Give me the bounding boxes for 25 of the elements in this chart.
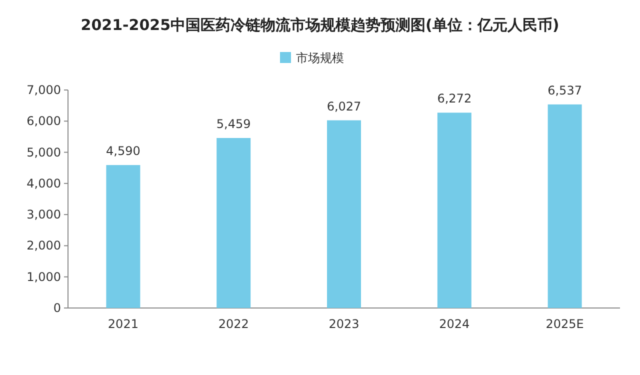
- data-label: 6,537: [548, 83, 582, 98]
- x-tick-label: 2021: [108, 317, 138, 331]
- y-tick-label: 2,000: [26, 238, 61, 253]
- legend-label: 市场规模: [296, 51, 344, 65]
- y-tick-label: 6,000: [26, 114, 61, 128]
- data-label: 6,027: [326, 99, 362, 114]
- bar: [327, 120, 361, 308]
- x-tick-label: 2023: [328, 317, 360, 331]
- chart-title: 2021-2025中国医药冷链物流市场规模趋势预测图(单位：亿元人民币): [80, 16, 560, 34]
- y-tick-label: 1,000: [26, 270, 61, 284]
- y-tick-label: 0: [53, 301, 61, 315]
- data-label: 5,459: [216, 116, 251, 131]
- bar: [548, 104, 582, 308]
- bar: [437, 112, 472, 308]
- y-tick-label: 4,000: [26, 176, 61, 190]
- data-label: 4,590: [106, 144, 140, 158]
- data-label: 6,272: [437, 92, 472, 106]
- x-tick-label: 2025E: [546, 317, 584, 331]
- bar: [106, 165, 140, 308]
- x-tick-label: 2022: [218, 317, 249, 331]
- y-tick-label: 5,000: [26, 145, 61, 160]
- y-tick-label: 3,000: [26, 208, 61, 222]
- bar: [216, 138, 251, 308]
- y-tick-label: 7,000: [26, 83, 61, 97]
- x-tick-label: 2024: [439, 317, 470, 331]
